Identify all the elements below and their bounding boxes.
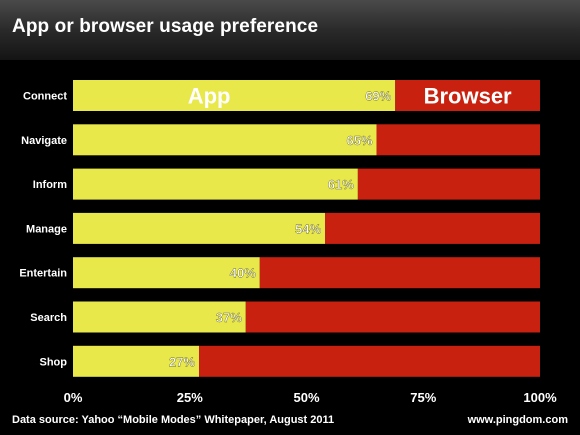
data-label-manage: 54% [295,221,321,236]
category-label-connect: Connect [23,91,67,103]
x-tick-label-1: 25% [177,390,203,405]
browser-bar-inform [357,168,540,200]
legend-label-browser: Browser [424,84,512,109]
category-label-manage: Manage [26,223,67,235]
legend-label-app: App [188,84,231,109]
app-bar-inform [73,168,358,200]
data-label-shop: 27% [169,354,195,369]
browser-bar-shop [199,345,540,377]
browser-bar-search [245,301,541,333]
app-bar-connect [73,80,396,111]
app-bar-navigate [73,124,377,156]
data-label-inform: 61% [328,177,354,192]
x-tick-label-4: 100% [523,390,557,405]
data-label-search: 37% [216,310,242,325]
chart-header: App or browser usage preference [0,0,580,60]
site-credit: www.pingdom.com [467,414,568,426]
browser-bar-connect [395,80,540,111]
browser-bar-manage [325,212,540,244]
data-label-connect: 69% [365,89,391,104]
app-bar-shop [73,345,200,377]
category-label-inform: Inform [33,179,67,191]
category-label-search: Search [30,312,67,324]
app-bar-manage [73,212,326,244]
x-tick-label-0: 0% [64,390,83,405]
data-source-note: Data source: Yahoo “Mobile Modes” Whitep… [12,414,335,426]
app-bar-search [73,301,246,333]
x-tick-label-3: 75% [410,390,436,405]
data-label-entertain: 40% [230,266,256,281]
browser-bar-entertain [259,257,540,289]
x-tick-label-2: 50% [293,390,319,405]
category-label-shop: Shop [40,356,68,368]
category-label-entertain: Entertain [19,268,67,280]
app-bar-entertain [73,257,260,289]
browser-bar-navigate [376,124,540,156]
chart-title: App or browser usage preference [12,16,319,37]
data-label-navigate: 65% [347,133,373,148]
category-label-navigate: Navigate [21,135,67,147]
